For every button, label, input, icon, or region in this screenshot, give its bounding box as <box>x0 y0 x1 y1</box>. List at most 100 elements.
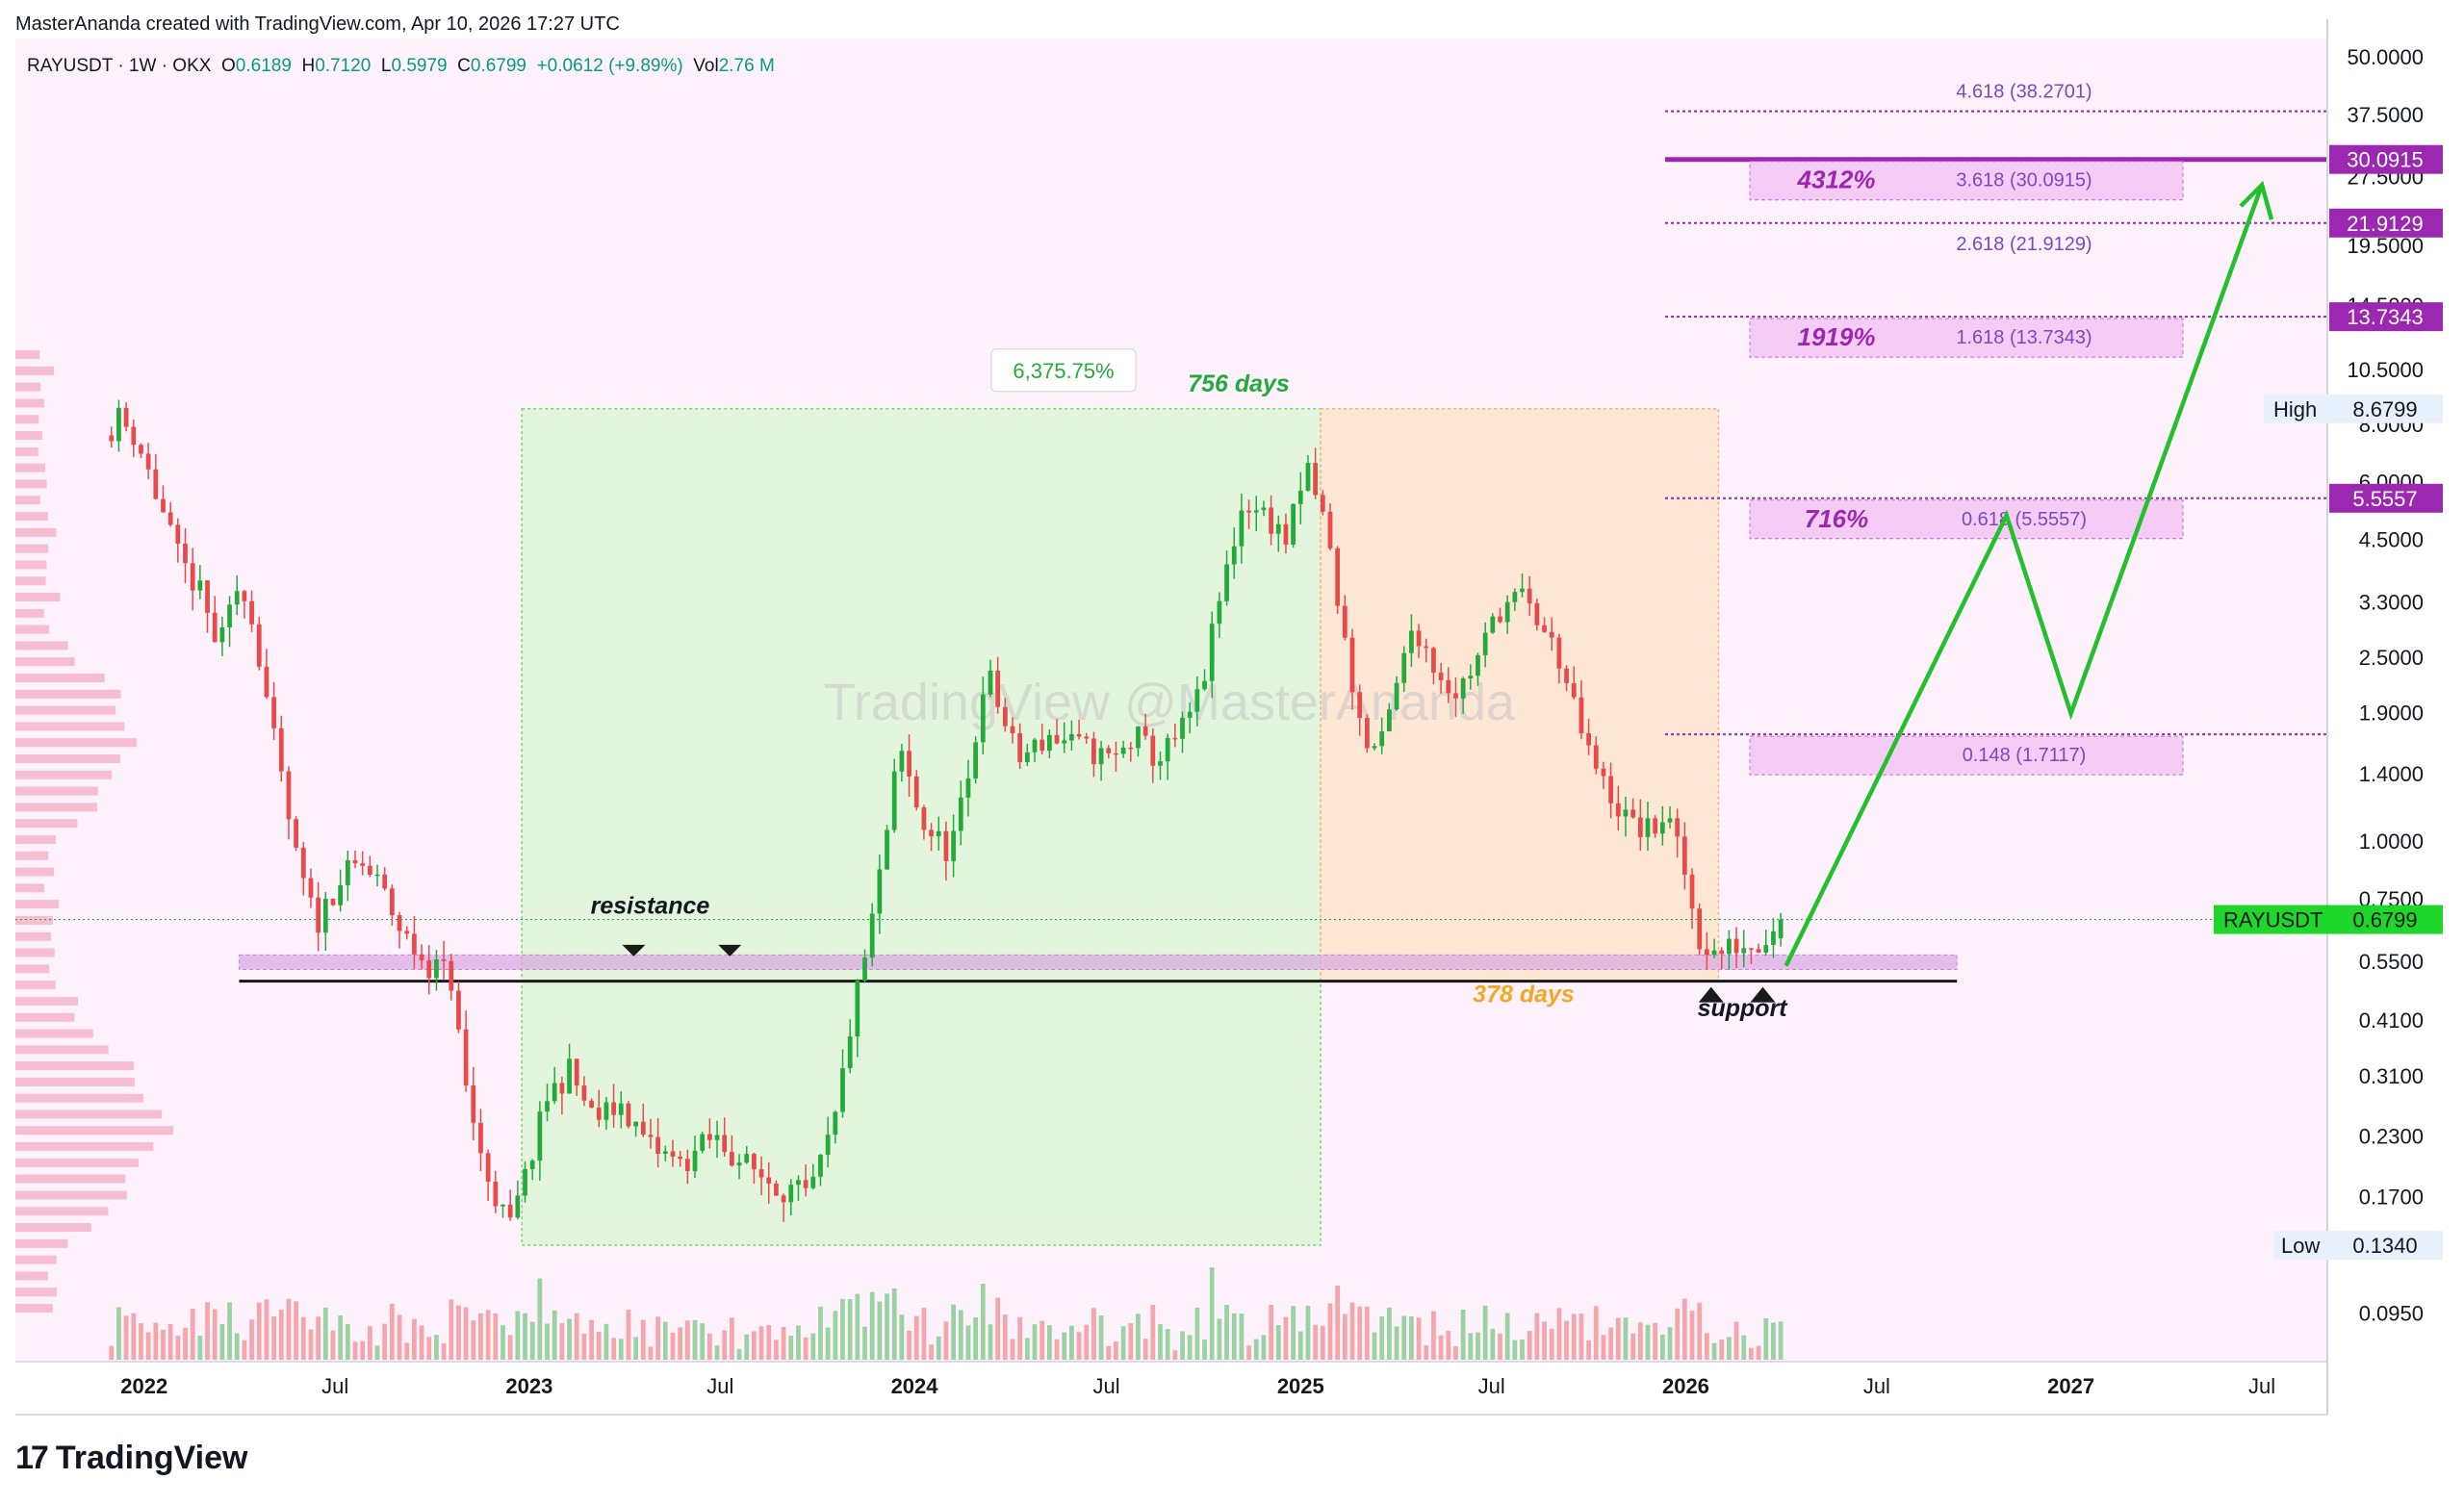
candle-body-60 <box>552 1083 557 1102</box>
profile-bar-18 <box>15 1012 75 1022</box>
volume-bar-125 <box>1032 1324 1038 1360</box>
chart-caption: MasterAnanda created with TradingView.co… <box>15 13 620 35</box>
candle-body-211 <box>1667 818 1673 823</box>
volume-bar-79 <box>692 1319 698 1360</box>
candle-body-86 <box>744 1154 750 1163</box>
high-label: High <box>2273 397 2317 421</box>
candle-body-55 <box>515 1195 521 1218</box>
low-label: Low <box>2281 1234 2320 1258</box>
x-tick-9: Jul <box>1863 1374 1890 1398</box>
volume-bar-31 <box>338 1314 344 1360</box>
candle-body-190 <box>1512 592 1518 602</box>
fibonacci-levels: 4.618 (38.2701) 3.618 (30.0915) 4312% 2.618… <box>1665 82 2327 776</box>
candle-body-200 <box>1586 732 1591 746</box>
candle-body-98 <box>833 1111 838 1135</box>
candle-body-198 <box>1571 682 1577 698</box>
volume-bar-102 <box>862 1326 867 1360</box>
candle-body-202 <box>1601 768 1606 777</box>
current-price-value: 0.6799 <box>2352 908 2417 932</box>
volume-bar-48 <box>463 1307 469 1360</box>
volume-bar-214 <box>1689 1311 1695 1360</box>
chart-labels: 6,375.75% 756 days 378 days resistance suppo… <box>15 348 2327 1022</box>
candle-body-65 <box>589 1100 594 1109</box>
candle-body-113 <box>943 830 949 861</box>
candle-body-51 <box>485 1153 491 1182</box>
candle-body-191 <box>1520 588 1525 593</box>
profile-bar-42 <box>15 625 49 634</box>
candle-body-53 <box>500 1204 505 1207</box>
volume-bar-37 <box>382 1323 388 1360</box>
candle-body-114 <box>951 830 956 861</box>
volume-bar-47 <box>456 1305 461 1360</box>
volume-bar-30 <box>330 1330 336 1360</box>
candle-body-26 <box>300 847 306 879</box>
volume-bar-191 <box>1520 1339 1525 1360</box>
profile-bar-40 <box>15 657 75 667</box>
candle-body-112 <box>936 830 941 837</box>
volume-bar-186 <box>1482 1305 1488 1360</box>
candle-body-93 <box>796 1180 801 1186</box>
candle-body-133 <box>1091 738 1096 765</box>
candle-body-84 <box>730 1152 734 1166</box>
candle-body-206 <box>1630 809 1636 818</box>
volume-bar-81 <box>706 1333 712 1360</box>
candle-body-208 <box>1645 818 1651 837</box>
candle-body-195 <box>1549 631 1554 638</box>
candle-body-24 <box>286 771 292 820</box>
candle-body-158 <box>1275 523 1281 534</box>
candle-body-141 <box>1150 735 1156 766</box>
volume-bar-78 <box>684 1320 690 1360</box>
volume-bar-13 <box>205 1302 210 1360</box>
profile-bar-27 <box>15 867 55 877</box>
range-change-box <box>990 348 1137 393</box>
price-tag-2: 13.7343 <box>2347 305 2424 329</box>
candle-body-175 <box>1401 652 1407 683</box>
candle-body-105 <box>885 829 889 870</box>
volume-bar-72 <box>640 1319 646 1360</box>
volume-bar-71 <box>633 1337 639 1360</box>
candle-body-101 <box>855 981 860 1037</box>
profile-bar-55 <box>15 415 39 424</box>
profile-bar-37 <box>15 705 116 715</box>
volume-bar-24 <box>286 1298 292 1360</box>
x-tick-5: Jul <box>1093 1374 1120 1398</box>
legend-low: 0.5979 <box>391 56 448 76</box>
candle-body-219 <box>1727 938 1732 955</box>
profile-bar-41 <box>15 641 68 650</box>
candle-body-150 <box>1217 600 1222 625</box>
candle-body-110 <box>921 807 927 830</box>
volume-bar-7 <box>161 1329 166 1360</box>
volume-bar-5 <box>145 1332 151 1360</box>
candle-body-35 <box>367 865 372 876</box>
volume-bar-77 <box>678 1327 683 1360</box>
fib-percent-3: 1919% <box>1798 322 1876 351</box>
volume-bar-40 <box>404 1342 410 1360</box>
candle-body-10 <box>183 544 188 564</box>
candle-body-45 <box>441 959 447 961</box>
candle-body-6 <box>153 469 159 499</box>
candle-body-58 <box>537 1111 543 1161</box>
candle-body-74 <box>655 1136 661 1155</box>
candle-body-88 <box>758 1169 764 1178</box>
candle-body-173 <box>1387 709 1392 731</box>
tradingview-logo[interactable]: 17 TradingView <box>15 1440 247 1477</box>
y-tick-17: 0.3100 <box>2359 1064 2424 1088</box>
volume-bar-202 <box>1601 1335 1606 1360</box>
volume-bar-66 <box>596 1331 602 1360</box>
volume-bar-174 <box>1394 1326 1399 1360</box>
fib-label-5: 0.148 (1.7117) <box>1963 745 2087 766</box>
volume-bar-209 <box>1653 1322 1658 1360</box>
candle-body-204 <box>1615 803 1621 817</box>
volume-bar-187 <box>1490 1328 1496 1360</box>
volume-bar-163 <box>1313 1324 1319 1360</box>
volume-bar-212 <box>1675 1308 1681 1360</box>
volume-bar-53 <box>500 1325 505 1360</box>
profile-bar-25 <box>15 900 60 909</box>
volume-bar-156 <box>1261 1335 1267 1360</box>
profile-bar-19 <box>15 996 79 1006</box>
volume-bar-58 <box>537 1278 543 1360</box>
volume-bar-89 <box>766 1325 772 1360</box>
volume-bar-168 <box>1349 1302 1355 1360</box>
profile-bar-1 <box>15 1288 57 1297</box>
volume-bar-140 <box>1142 1339 1148 1360</box>
